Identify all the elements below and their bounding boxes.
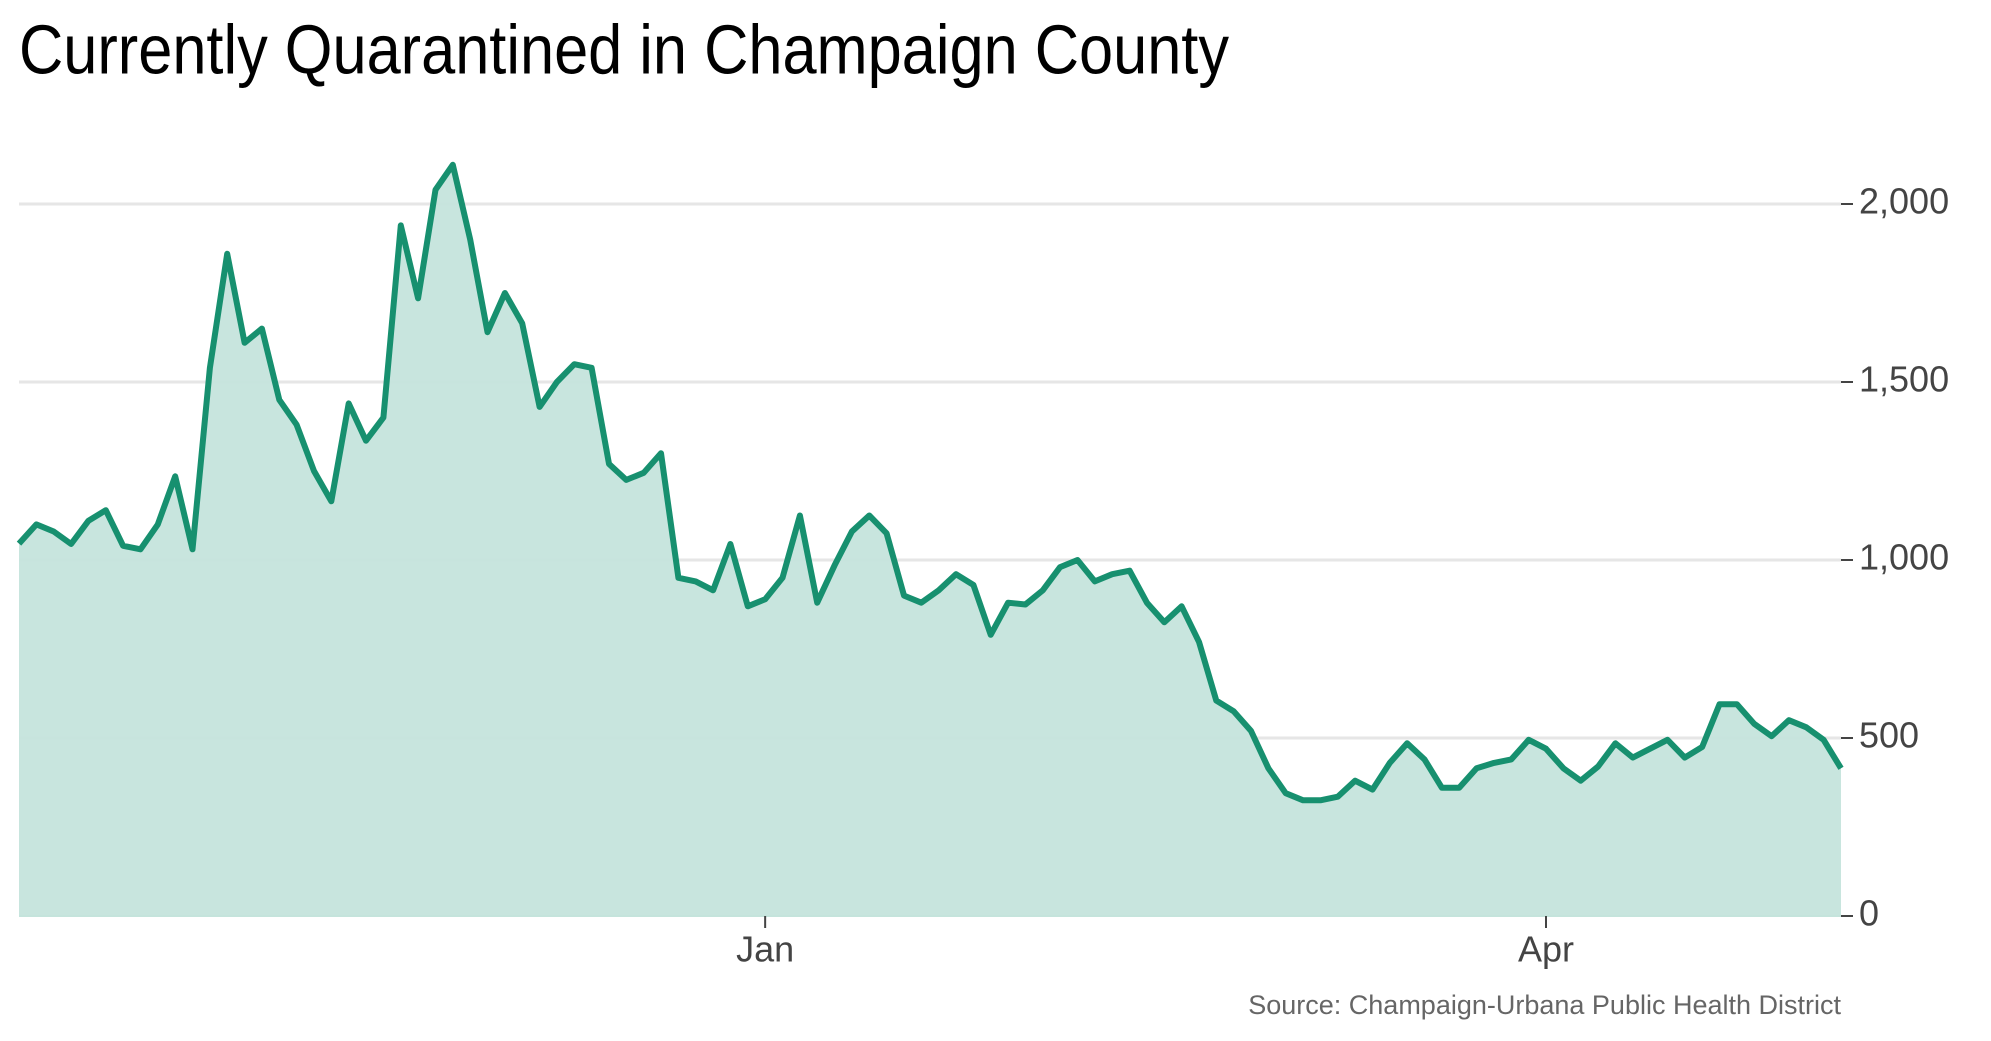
y-tick-label: 1,000: [1859, 537, 1949, 578]
line: [16, 161, 1844, 804]
y-tick-label: 1,500: [1859, 359, 1949, 400]
chart-title: Currently Quarantined in Champaign Count…: [19, 10, 1229, 88]
source-note: Source: Champaign-Urbana Public Health D…: [1248, 990, 1841, 1020]
y-tick-label: 2,000: [1859, 181, 1949, 222]
y-tick-label: 0: [1859, 893, 1879, 934]
x-tick-label: Jan: [736, 929, 794, 970]
area: [19, 164, 1841, 917]
y-tick-label: 500: [1859, 715, 1919, 756]
x-tick-label: Apr: [1518, 929, 1574, 970]
